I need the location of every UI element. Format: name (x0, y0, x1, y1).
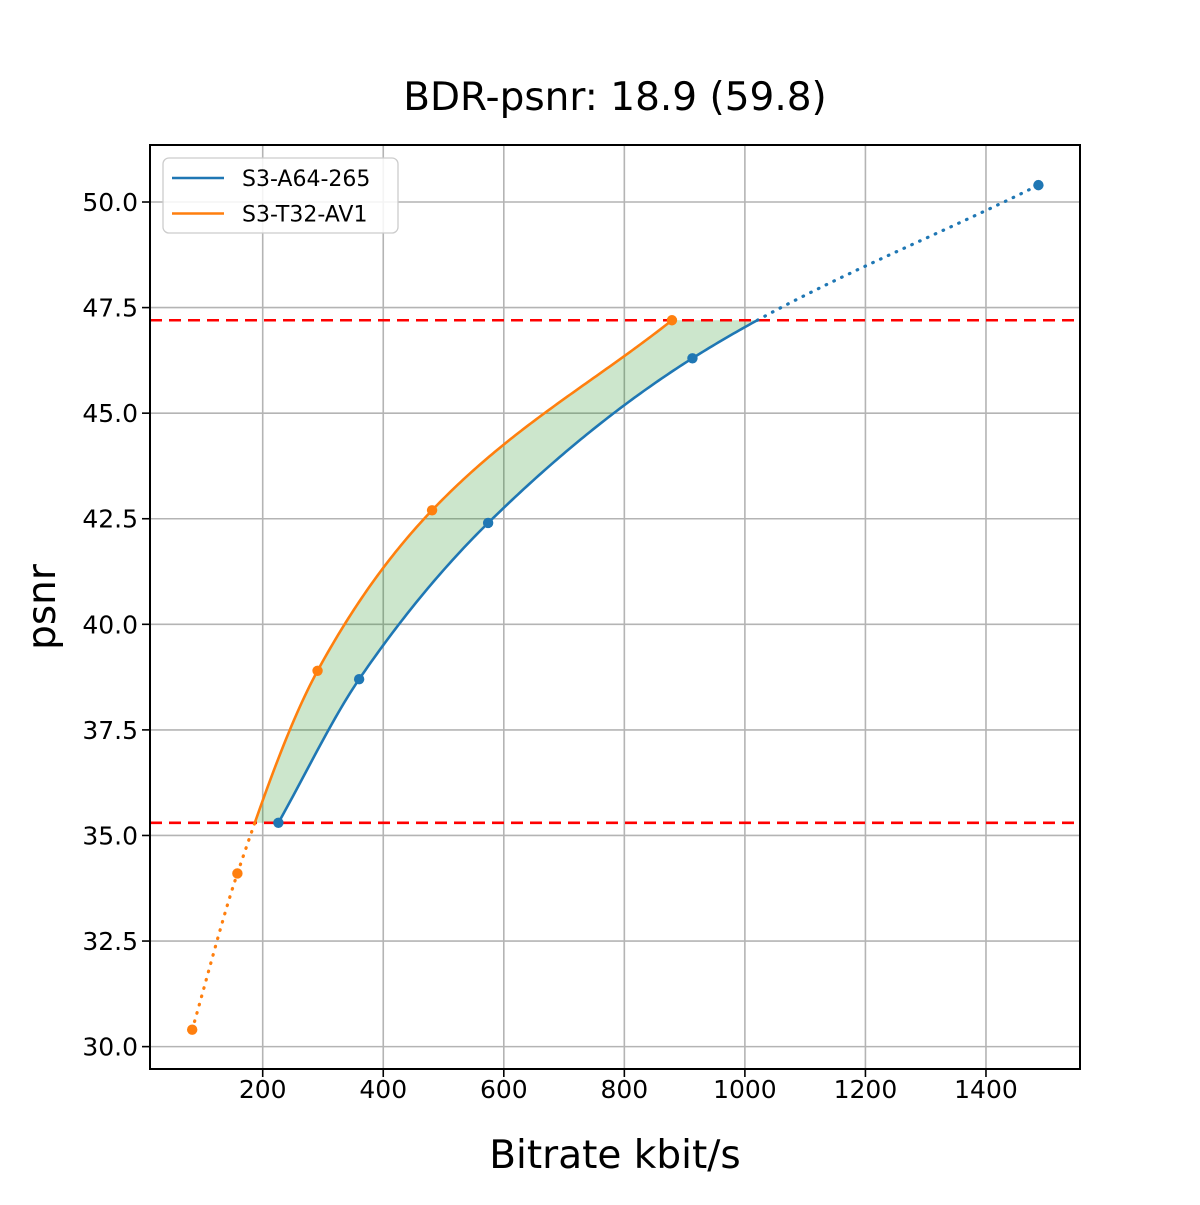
data-point-s3-t32-av1 (666, 315, 678, 326)
y-tick-label: 40.0 (82, 610, 138, 639)
y-axis-label: psnr (20, 563, 65, 650)
chart-title: BDR-psnr: 18.9 (59.8) (403, 75, 827, 120)
x-tick-label: 400 (359, 1075, 407, 1104)
y-tick-label: 35.0 (82, 821, 138, 850)
data-point-s3-t32-av1 (186, 1024, 198, 1035)
plot-frame (149, 144, 1081, 1070)
x-axis-label: Bitrate kbit/s (489, 1133, 740, 1178)
x-tick-label: 600 (480, 1075, 528, 1104)
data-point-s3-a64-265 (482, 517, 494, 529)
y-tick-label: 32.5 (82, 927, 138, 956)
y-tick-label: 47.5 (82, 294, 138, 323)
y-tick-label: 45.0 (82, 399, 138, 428)
grid-layer (150, 145, 1080, 1069)
data-point-s3-a64-265 (353, 674, 365, 685)
data-point-s3-t32-av1 (232, 868, 243, 879)
y-tick-label: 50.0 (82, 188, 138, 217)
series-line-dotted-s3-a64-265 (755, 183, 1041, 322)
y-tick-label: 30.0 (82, 1033, 138, 1062)
series-line-dotted-s3-t32-av1 (190, 821, 257, 1032)
series-line-s3-a64-265 (277, 318, 759, 825)
y-tick-label: 37.5 (82, 716, 138, 745)
legend: S3-A64-265 S3-T32-AV1 (162, 157, 399, 234)
data-point-s3-t32-av1 (426, 505, 438, 516)
x-tick-label: 1000 (713, 1075, 777, 1104)
data-point-s3-a64-265 (1033, 179, 1044, 191)
data-point-s3-t32-av1 (312, 665, 323, 676)
series-line-s3-t32-av1 (253, 318, 674, 825)
bd-area-fill (254, 320, 758, 823)
legend-label: S3-T32-AV1 (242, 203, 367, 228)
axes-layer: 200 400 600 800 1000 1200 1400 30.0 32.5 35.0 37.5… (82, 144, 1081, 1104)
data-point-s3-a64-265 (687, 353, 698, 364)
plot-layer (150, 179, 1080, 1035)
x-tick-label: 1200 (834, 1075, 898, 1104)
y-tick-label: 42.5 (82, 505, 138, 534)
x-tick-label: 800 (600, 1075, 648, 1104)
data-point-s3-a64-265 (273, 817, 284, 828)
x-tick-label: 200 (239, 1075, 287, 1104)
legend-label: S3-A64-265 (242, 167, 370, 192)
x-tick-label: 1400 (954, 1075, 1018, 1104)
